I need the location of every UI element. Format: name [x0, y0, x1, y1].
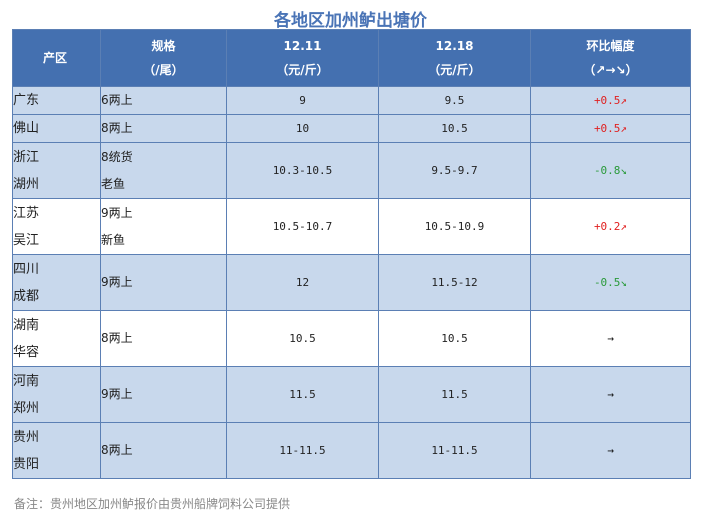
header-spec-line2: （/尾） — [143, 63, 184, 77]
region-cell: 湖南 华容 — [12, 310, 101, 367]
price-cell-1211: 10.5 — [226, 310, 379, 367]
table-row: 河南 郑州 9两上 11.5 11.5 → — [12, 366, 691, 423]
price-cell-1211: 12 — [226, 254, 379, 311]
header-date1-line2: （元/斤） — [276, 63, 329, 77]
table-row: 贵州 贵阳 8两上 11-11.5 11-11.5 → — [12, 422, 691, 479]
change-cell: +0.5↗ — [530, 114, 691, 143]
spec-cell: 6两上 — [100, 86, 227, 115]
header-spec: 规格 （/尾） — [100, 29, 227, 87]
region-cell: 贵州 贵阳 — [12, 422, 101, 479]
region-city: 贵阳 — [13, 456, 40, 472]
region-cell: 四川 成都 — [12, 254, 101, 311]
header-region: 产区 — [12, 29, 101, 87]
page-title: 各地区加州鲈出塘价 — [274, 11, 427, 31]
region-city: 吴江 — [13, 232, 40, 248]
price-cell-1211: 9 — [226, 86, 379, 115]
spec-cell: 8两上 — [100, 114, 227, 143]
table-row: 佛山 8两上 10 10.5 +0.5↗ — [12, 114, 691, 143]
region-cell: 浙江 湖州 — [12, 142, 101, 199]
region-province: 河南 — [13, 373, 40, 389]
price-cell-1211: 10.5-10.7 — [226, 198, 379, 255]
region-cell: 河南 郑州 — [12, 366, 101, 423]
spec-cell: 8两上 — [100, 422, 227, 479]
region-city: 郑州 — [13, 400, 40, 416]
spec-size: 9两上 — [101, 205, 133, 220]
region-province: 浙江 — [13, 149, 40, 165]
price-cell-1218: 11.5-12 — [378, 254, 531, 311]
price-cell-1218: 9.5-9.7 — [378, 142, 531, 199]
header-change: 环比幅度 （↗→↘） — [530, 29, 691, 87]
header-spec-line1: 规格 — [151, 39, 176, 53]
price-cell-1218: 10.5-10.9 — [378, 198, 531, 255]
spec-cell: 8两上 — [100, 310, 227, 367]
spec-cell: 9两上 新鱼 — [100, 198, 227, 255]
price-cell-1211: 10.3-10.5 — [226, 142, 379, 199]
price-cell-1211: 11-11.5 — [226, 422, 379, 479]
change-cell: +0.2↗ — [530, 198, 691, 255]
region-city: 成都 — [13, 288, 40, 304]
change-cell: -0.8↘ — [530, 142, 691, 199]
change-cell: → — [530, 310, 691, 367]
table-row: 湖南 华容 8两上 10.5 10.5 → — [12, 310, 691, 367]
header-date1-line1: 12.11 — [283, 39, 322, 53]
spec-cell: 9两上 — [100, 366, 227, 423]
table-header-row: 产区 规格 （/尾） 12.11 （元/斤） 12.18 （元/斤） 环比幅度 … — [12, 29, 691, 87]
spec-type: 新鱼 — [101, 232, 126, 247]
price-cell-1218: 9.5 — [378, 86, 531, 115]
price-cell-1218: 10.5 — [378, 114, 531, 143]
header-date2: 12.18 （元/斤） — [378, 29, 531, 87]
region-province: 贵州 — [13, 429, 40, 445]
footnote: 备注：贵州地区加州鲈报价由贵州船牌饲料公司提供 — [14, 497, 291, 511]
region-cell: 江苏 吴江 — [12, 198, 101, 255]
header-date2-line2: （元/斤） — [428, 63, 481, 77]
price-cell-1211: 10 — [226, 114, 379, 143]
region-city: 湖州 — [13, 176, 40, 192]
change-cell: → — [530, 422, 691, 479]
region-province: 湖南 — [13, 317, 40, 333]
price-table: 产区 规格 （/尾） 12.11 （元/斤） 12.18 （元/斤） 环比幅度 … — [12, 29, 691, 479]
header-change-line2: （↗→↘） — [583, 63, 638, 77]
spec-cell: 9两上 — [100, 254, 227, 311]
region-city: 华容 — [13, 344, 40, 360]
region-cell: 广东 — [12, 86, 101, 115]
change-cell: -0.5↘ — [530, 254, 691, 311]
spec-type: 老鱼 — [101, 176, 126, 191]
change-cell: +0.5↗ — [530, 86, 691, 115]
table-row: 广东 6两上 9 9.5 +0.5↗ — [12, 86, 691, 115]
change-cell: → — [530, 366, 691, 423]
region-cell: 佛山 — [12, 114, 101, 143]
header-change-line1: 环比幅度 — [586, 39, 635, 53]
header-date1: 12.11 （元/斤） — [226, 29, 379, 87]
spec-cell: 8统货 老鱼 — [100, 142, 227, 199]
table-row: 浙江 湖州 8统货 老鱼 10.3-10.5 9.5-9.7 -0.8↘ — [12, 142, 691, 199]
region-province: 四川 — [13, 261, 40, 277]
region-province: 江苏 — [13, 205, 40, 221]
table-row: 四川 成都 9两上 12 11.5-12 -0.5↘ — [12, 254, 691, 311]
header-date2-line1: 12.18 — [435, 39, 474, 53]
spec-size: 8统货 — [101, 149, 133, 164]
price-cell-1218: 10.5 — [378, 310, 531, 367]
price-cell-1211: 11.5 — [226, 366, 379, 423]
table-row: 江苏 吴江 9两上 新鱼 10.5-10.7 10.5-10.9 +0.2↗ — [12, 198, 691, 255]
price-cell-1218: 11-11.5 — [378, 422, 531, 479]
price-cell-1218: 11.5 — [378, 366, 531, 423]
